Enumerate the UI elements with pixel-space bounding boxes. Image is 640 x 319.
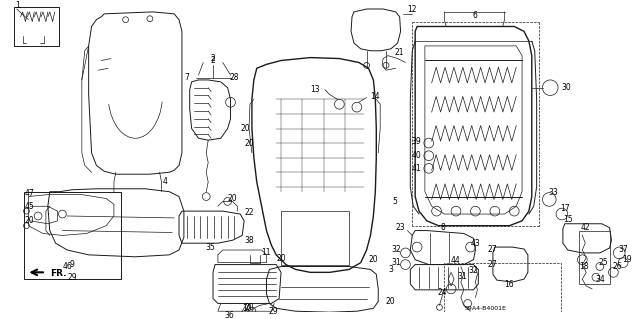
- Text: 22: 22: [244, 208, 253, 217]
- Text: 31: 31: [391, 258, 401, 267]
- Text: 12: 12: [408, 5, 417, 14]
- Text: 4: 4: [163, 177, 168, 187]
- Text: FR.: FR.: [50, 269, 67, 278]
- Text: 41: 41: [412, 164, 421, 173]
- Bar: [579, 231, 611, 284]
- Text: 18: 18: [579, 262, 589, 271]
- Text: 27: 27: [487, 260, 497, 269]
- Text: 32: 32: [468, 266, 478, 275]
- Text: 11: 11: [262, 249, 271, 257]
- Text: 23: 23: [396, 223, 406, 232]
- Text: 28: 28: [230, 73, 239, 83]
- Text: 35: 35: [205, 242, 215, 252]
- Text: 3: 3: [388, 265, 393, 274]
- Text: 34: 34: [595, 275, 605, 284]
- Text: 5: 5: [393, 197, 397, 206]
- Text: 24: 24: [438, 288, 447, 297]
- Text: 21: 21: [395, 48, 404, 57]
- Bar: [281, 211, 349, 264]
- Text: 40: 40: [412, 151, 421, 160]
- Text: 20: 20: [369, 255, 378, 264]
- Text: 20: 20: [276, 254, 286, 263]
- Text: 19: 19: [622, 255, 632, 264]
- Text: 37: 37: [618, 245, 628, 254]
- Text: 15: 15: [563, 215, 573, 224]
- Text: 10: 10: [242, 304, 252, 313]
- Text: 29: 29: [67, 273, 77, 282]
- Text: 13: 13: [310, 85, 320, 94]
- Text: 46: 46: [62, 262, 72, 271]
- Text: 36: 36: [225, 311, 234, 319]
- Text: 43: 43: [470, 239, 480, 248]
- Text: 20: 20: [228, 194, 237, 203]
- Text: 2: 2: [211, 56, 216, 65]
- Text: 17: 17: [560, 204, 570, 213]
- Text: 25: 25: [599, 258, 609, 267]
- Text: 26: 26: [612, 262, 622, 271]
- Text: 20: 20: [244, 303, 254, 312]
- Text: 7: 7: [184, 73, 189, 83]
- Text: 8: 8: [440, 223, 445, 232]
- Text: 38: 38: [244, 236, 253, 245]
- Text: 47: 47: [24, 189, 35, 198]
- Text: 39: 39: [412, 137, 421, 146]
- Text: S9A4-B4001E: S9A4-B4001E: [464, 306, 506, 311]
- Text: 27: 27: [487, 246, 497, 255]
- Text: 45: 45: [24, 202, 35, 211]
- Bar: [444, 263, 561, 319]
- Text: 20: 20: [385, 297, 395, 306]
- Text: 6: 6: [473, 11, 478, 20]
- Text: 20: 20: [241, 124, 250, 133]
- Text: 16: 16: [504, 279, 515, 288]
- Bar: [14, 7, 60, 46]
- Text: 30: 30: [561, 83, 571, 92]
- Text: 32: 32: [391, 246, 401, 255]
- Text: 33: 33: [548, 188, 558, 197]
- Text: 1: 1: [15, 1, 20, 10]
- Text: 20: 20: [244, 138, 254, 148]
- Text: 31: 31: [457, 272, 467, 281]
- Text: 44: 44: [450, 256, 460, 265]
- Text: 20: 20: [24, 216, 34, 225]
- Text: 9: 9: [69, 260, 74, 269]
- Bar: [24, 192, 121, 279]
- Text: 2: 2: [211, 54, 216, 63]
- Text: 14: 14: [371, 92, 380, 101]
- Text: 42: 42: [580, 223, 590, 232]
- Text: 29: 29: [268, 307, 278, 316]
